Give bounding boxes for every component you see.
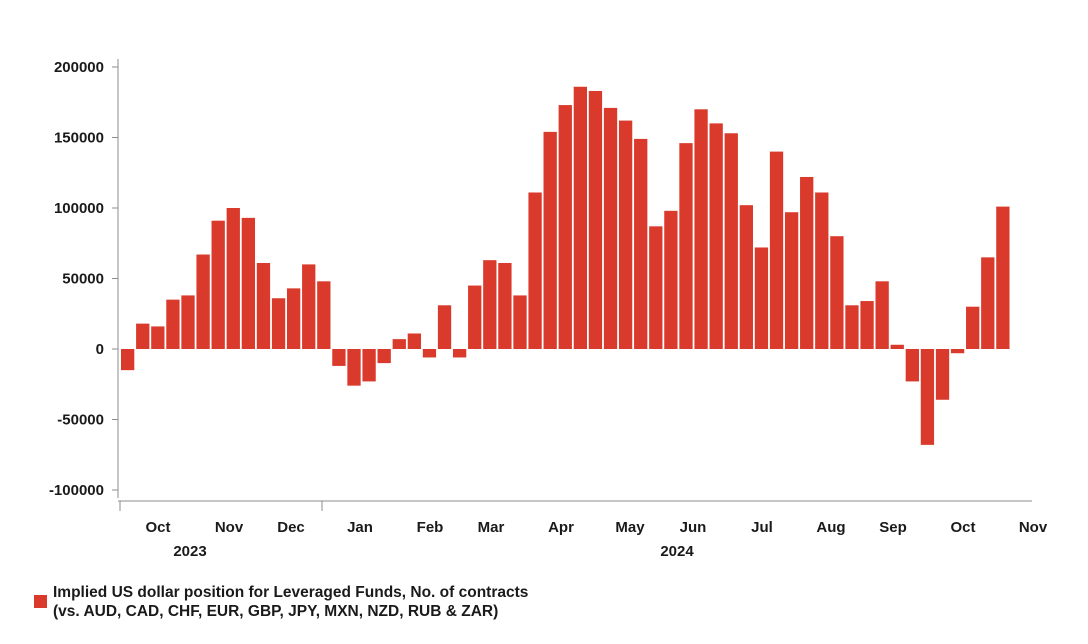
bar bbox=[815, 192, 829, 349]
bar bbox=[362, 349, 376, 382]
y-axis: 200000 150000 100000 50000 0 -50000 -100000 bbox=[49, 59, 119, 499]
bar bbox=[966, 306, 980, 349]
legend-line-2: (vs. AUD, CAD, CHF, EUR, GBP, JPY, MXN, … bbox=[53, 603, 499, 620]
bar bbox=[996, 206, 1010, 349]
bar bbox=[437, 305, 452, 349]
y-tick-label: 0 bbox=[96, 341, 104, 358]
x-tick-label: Oct bbox=[145, 519, 170, 536]
bar bbox=[181, 295, 195, 349]
bar bbox=[286, 288, 301, 349]
bar bbox=[709, 123, 723, 350]
bar bbox=[347, 349, 361, 386]
y-tick-label: 150000 bbox=[54, 130, 104, 147]
bar bbox=[483, 260, 497, 349]
bar bbox=[392, 339, 406, 349]
bar bbox=[920, 349, 935, 445]
bars bbox=[121, 86, 1010, 445]
x-tick-label: Jan bbox=[347, 519, 373, 536]
bar bbox=[558, 105, 572, 349]
bar bbox=[166, 299, 180, 349]
bar bbox=[528, 192, 542, 349]
x-year-label: 2023 bbox=[173, 543, 206, 560]
bar bbox=[256, 262, 271, 349]
bar bbox=[784, 212, 799, 349]
bar bbox=[845, 305, 859, 349]
bar bbox=[830, 236, 844, 349]
bar bbox=[241, 217, 256, 349]
x-tick-label: May bbox=[615, 519, 645, 536]
bar bbox=[271, 298, 286, 349]
legend-swatch bbox=[34, 595, 47, 608]
bar bbox=[452, 349, 467, 358]
x-tick-label: Oct bbox=[950, 519, 975, 536]
x-tick-label: Jun bbox=[680, 519, 707, 536]
x-tick-label: Sep bbox=[879, 519, 907, 536]
bar bbox=[513, 295, 527, 349]
bar bbox=[935, 349, 950, 400]
x-tick-label: Jul bbox=[751, 519, 773, 536]
bar bbox=[905, 349, 919, 382]
x-tick-label: Dec bbox=[277, 519, 305, 536]
bar bbox=[649, 226, 663, 349]
bar bbox=[754, 247, 769, 349]
bar bbox=[302, 264, 316, 349]
bar bbox=[422, 349, 437, 358]
bar bbox=[196, 254, 210, 349]
y-tick-label: -100000 bbox=[49, 482, 104, 499]
y-tick-label: 50000 bbox=[62, 271, 104, 288]
bar bbox=[739, 205, 753, 349]
bar bbox=[724, 133, 738, 349]
bar bbox=[151, 326, 165, 349]
x-tick-label: Nov bbox=[215, 519, 244, 536]
bar bbox=[121, 349, 135, 371]
legend: Implied US dollar position for Leveraged… bbox=[34, 583, 528, 621]
x-tick-label: Aug bbox=[816, 519, 845, 536]
x-year-label: 2024 bbox=[660, 543, 694, 560]
bar bbox=[875, 281, 889, 349]
y-tick-label: 200000 bbox=[54, 59, 104, 76]
bar bbox=[226, 208, 240, 349]
bar bbox=[588, 90, 603, 349]
bar bbox=[317, 281, 331, 349]
bar bbox=[618, 120, 633, 349]
x-tick-label: Apr bbox=[548, 519, 574, 536]
bar bbox=[498, 262, 512, 349]
bar bbox=[634, 138, 648, 349]
bar bbox=[694, 109, 708, 349]
bar bbox=[950, 349, 965, 354]
bar bbox=[981, 257, 995, 349]
bar bbox=[543, 131, 557, 349]
x-tick-label: Nov bbox=[1019, 519, 1048, 536]
bar bbox=[860, 301, 874, 349]
bar bbox=[407, 333, 422, 349]
y-tick-label: -50000 bbox=[57, 412, 104, 429]
bar bbox=[890, 344, 904, 349]
bar bbox=[664, 210, 678, 349]
x-tick-label: Feb bbox=[417, 519, 444, 536]
chart: 200000 150000 100000 50000 0 -50000 -100000 Oc… bbox=[49, 59, 1048, 560]
legend-label: Implied US dollar position for Leveraged… bbox=[53, 583, 528, 621]
x-axis: Oct Nov Dec Jan Feb Mar Apr May Jun Jul Aug Sep Oct N… bbox=[118, 500, 1048, 560]
bar bbox=[332, 349, 346, 366]
bar bbox=[468, 285, 482, 349]
bar bbox=[377, 349, 391, 364]
bar bbox=[573, 86, 587, 350]
bar bbox=[800, 176, 814, 349]
bar bbox=[603, 107, 618, 349]
legend-line-1: Implied US dollar position for Leveraged… bbox=[53, 584, 529, 601]
bar bbox=[136, 323, 150, 349]
bar bbox=[211, 220, 225, 349]
x-tick-label: Mar bbox=[478, 519, 505, 536]
bar bbox=[679, 143, 693, 349]
y-tick-label: 100000 bbox=[54, 200, 104, 217]
bar bbox=[769, 151, 784, 349]
